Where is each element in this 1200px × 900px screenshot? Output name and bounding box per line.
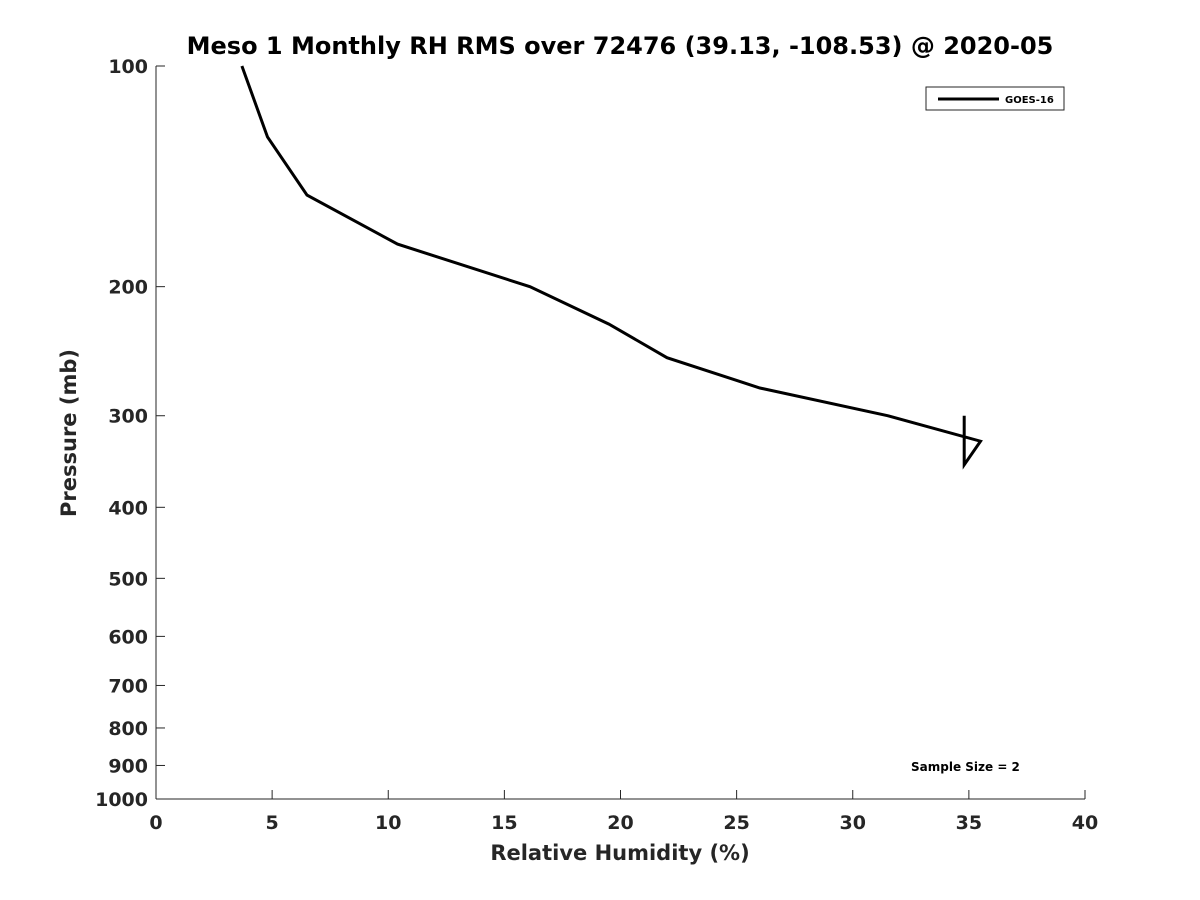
- x-tick-label: 5: [266, 812, 279, 834]
- x-tick-label: 0: [149, 812, 162, 834]
- x-ticks: 0 5 10 15 20 25 30 35 40: [149, 790, 1098, 834]
- series-line-goes16: [240, 65, 983, 470]
- y-tick-label: 700: [108, 675, 148, 697]
- x-tick-label: 15: [491, 812, 517, 834]
- x-tick-label: 25: [723, 812, 749, 834]
- y-tick-label: 400: [108, 497, 148, 519]
- sample-size-annotation: Sample Size = 2: [911, 760, 1020, 774]
- x-axis-label: Relative Humidity (%): [490, 841, 749, 865]
- y-tick-label: 200: [108, 277, 148, 299]
- x-tick-label: 20: [607, 812, 633, 834]
- y-tick-label: 500: [108, 568, 148, 590]
- x-tick-label: 30: [840, 812, 866, 834]
- chart-title: Meso 1 Monthly RH RMS over 72476 (39.13,…: [187, 32, 1054, 60]
- x-tick-label: 10: [375, 812, 401, 834]
- y-tick-label: 300: [108, 406, 148, 428]
- x-tick-label: 40: [1072, 812, 1098, 834]
- y-tick-label: 800: [108, 718, 148, 740]
- y-tick-label: 900: [108, 755, 148, 777]
- y-axis-label: Pressure (mb): [57, 349, 81, 517]
- y-tick-label: 600: [108, 626, 148, 648]
- legend-label-goes16: GOES-16: [1005, 95, 1054, 106]
- series-layer: [240, 65, 983, 470]
- y-tick-label: 1000: [95, 789, 148, 811]
- y-tick-label: 100: [108, 56, 148, 78]
- legend: GOES-16: [925, 86, 1065, 111]
- x-tick-label: 35: [956, 812, 982, 834]
- y-ticks: 100 200 300 400 500 600 700 800 900 1000: [95, 56, 165, 811]
